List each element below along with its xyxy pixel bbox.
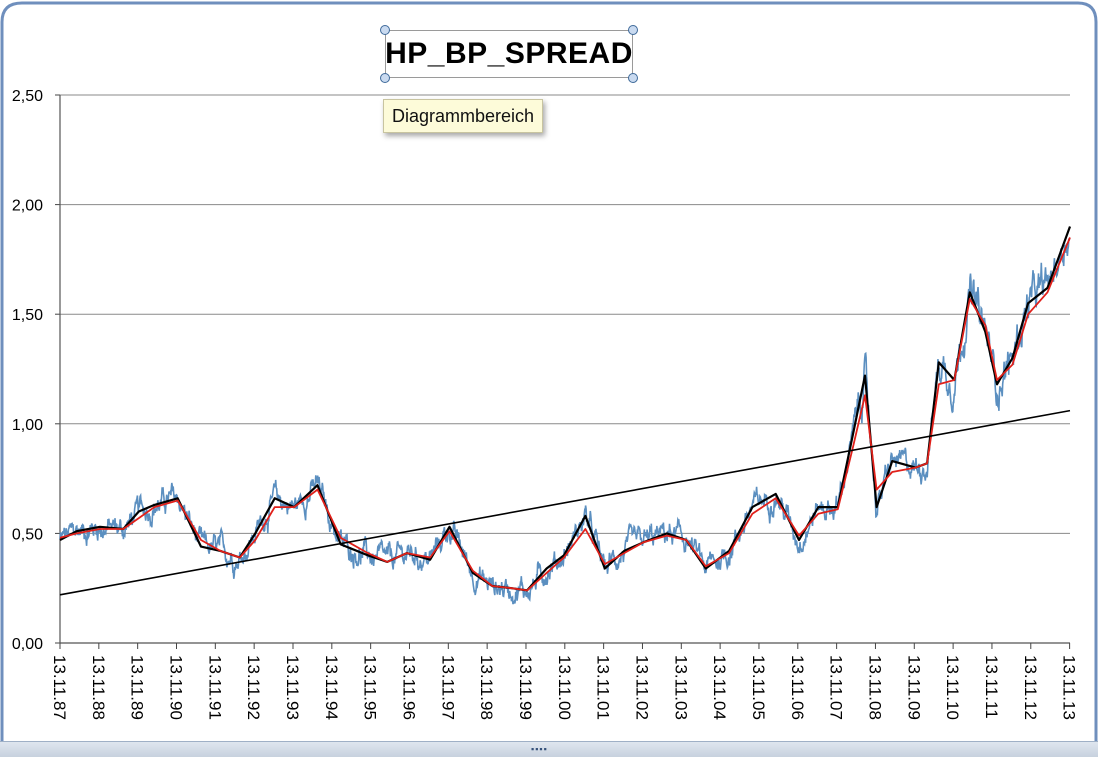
x-tick-label: 13.11.08 [865, 655, 884, 720]
resize-bar[interactable] [0, 741, 1098, 757]
x-tick-label: 13.11.97 [438, 655, 457, 720]
x-tick-label: 13.11.09 [904, 655, 923, 720]
resize-handle-bottom-right[interactable] [628, 73, 638, 83]
x-tick-label: 13.11.87 [50, 655, 69, 720]
chart-area-tooltip: Diagrammbereich [383, 99, 544, 133]
x-tick-label: 13.11.12 [1021, 655, 1040, 720]
x-tick-label: 13.11.00 [555, 655, 574, 720]
x-tick-label: 13.11.02 [632, 655, 651, 720]
chart-title: HP_BP_SPREAD [385, 37, 633, 70]
grip-icon[interactable]: ▪▪▪▪ [531, 744, 548, 754]
x-tick-label: 13.11.11 [982, 655, 1001, 719]
x-tick-label: 13.11.10 [943, 655, 962, 720]
y-tick-label: 2,00 [12, 198, 43, 215]
x-tick-label: 13.11.95 [361, 655, 380, 720]
x-tick-label: 13.11.99 [516, 655, 535, 720]
resize-handle-top-left[interactable] [380, 25, 390, 35]
y-tick-label: 1,50 [12, 307, 43, 324]
y-tick-label: 2,50 [12, 88, 43, 105]
x-tick-label: 13.11.06 [788, 655, 807, 720]
x-tick-label: 13.11.93 [283, 655, 302, 720]
x-tick-label: 13.11.07 [827, 655, 846, 720]
x-tick-label: 13.11.96 [399, 655, 418, 720]
y-tick-label: 0,00 [12, 636, 43, 653]
y-tick-label: 0,50 [12, 526, 43, 543]
x-tick-label: 13.11.90 [166, 655, 185, 720]
x-tick-label: 13.11.92 [244, 655, 263, 720]
x-tick-label: 13.11.98 [477, 655, 496, 720]
resize-handle-top-right[interactable] [628, 25, 638, 35]
y-tick-label: 1,00 [12, 417, 43, 434]
x-tick-label: 13.11.91 [205, 655, 224, 720]
trend-line [59, 409, 1071, 596]
x-tick-label: 13.11.13 [1060, 655, 1079, 720]
chart-title-box[interactable]: HP_BP_SPREAD [385, 30, 633, 78]
resize-handle-bottom-left[interactable] [380, 73, 390, 83]
x-tick-label: 13.11.03 [671, 655, 690, 720]
x-tick-label: 13.11.94 [322, 655, 341, 720]
series-smoothed_red-line [59, 237, 1071, 592]
x-tick-label: 13.11.04 [710, 655, 729, 720]
x-tick-label: 13.11.89 [128, 655, 147, 720]
x-tick-label: 13.11.05 [749, 655, 768, 720]
x-tick-label: 13.11.88 [89, 655, 108, 720]
x-tick-label: 13.11.01 [594, 655, 613, 720]
series-smoothed_black-line [59, 226, 1072, 592]
